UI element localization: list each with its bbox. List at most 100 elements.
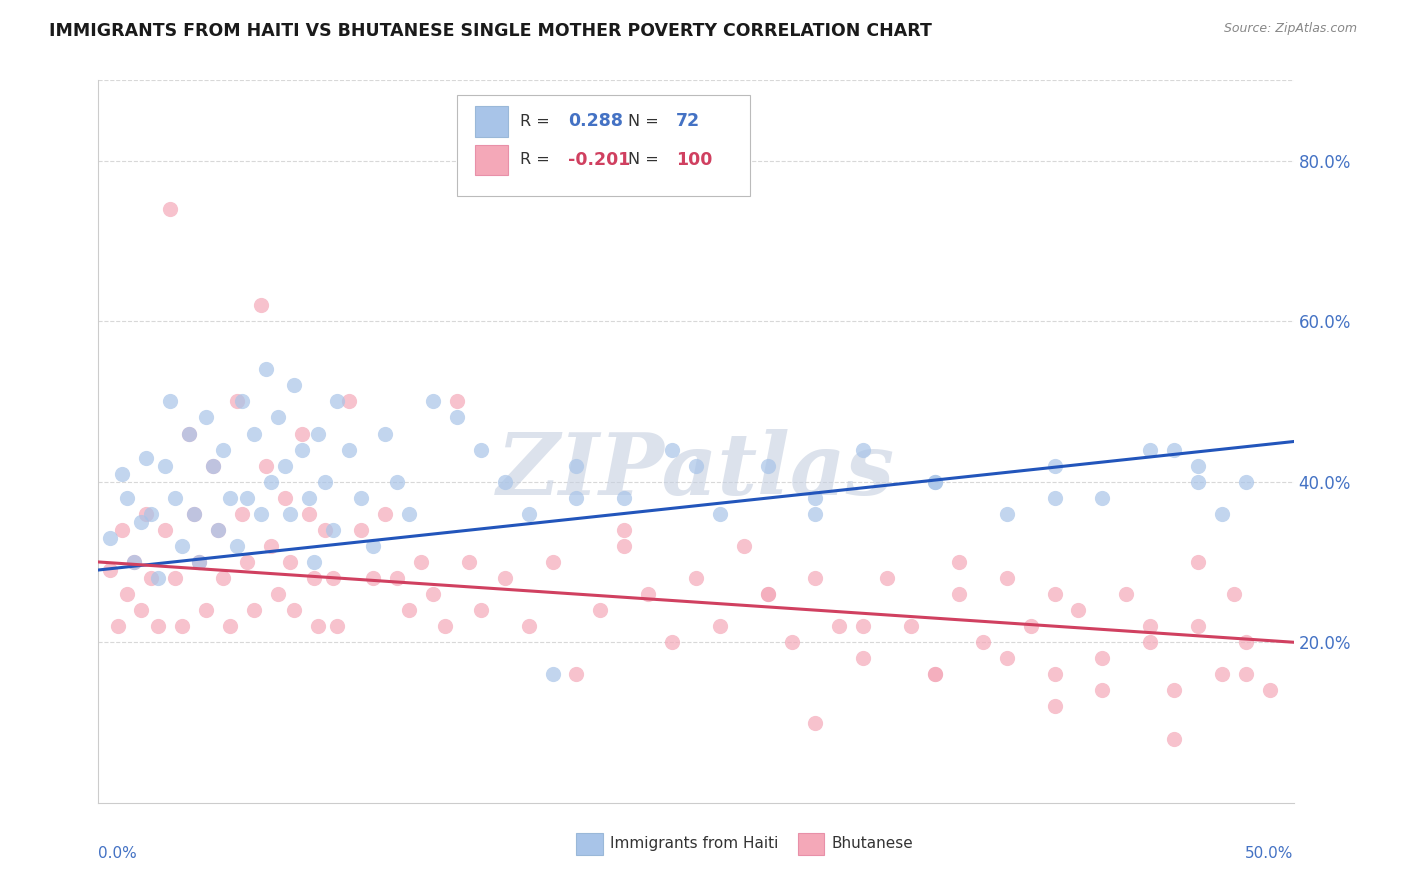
Point bbox=[1234, 475, 1257, 489]
Point bbox=[148, 619, 170, 633]
Point bbox=[589, 603, 612, 617]
Point bbox=[235, 491, 257, 505]
Point bbox=[1187, 619, 1209, 633]
Point bbox=[1043, 491, 1066, 505]
Point bbox=[565, 667, 588, 681]
Point bbox=[159, 202, 181, 216]
Point bbox=[155, 458, 177, 473]
Point bbox=[1163, 683, 1185, 698]
Point bbox=[219, 619, 242, 633]
Point bbox=[274, 458, 297, 473]
Point bbox=[298, 507, 321, 521]
Point bbox=[115, 491, 138, 505]
Point bbox=[1234, 635, 1257, 649]
Point bbox=[211, 442, 233, 457]
Point bbox=[202, 458, 225, 473]
Point bbox=[1091, 683, 1114, 698]
Point bbox=[422, 587, 444, 601]
Point bbox=[458, 555, 481, 569]
Point bbox=[350, 523, 373, 537]
FancyBboxPatch shape bbox=[797, 833, 824, 855]
Point bbox=[187, 555, 209, 569]
Point bbox=[98, 563, 122, 577]
Point bbox=[259, 475, 281, 489]
Point bbox=[250, 298, 273, 312]
Point bbox=[637, 587, 659, 601]
Point bbox=[226, 539, 249, 553]
Point bbox=[852, 442, 875, 457]
Point bbox=[804, 491, 827, 505]
Point bbox=[517, 507, 540, 521]
Point bbox=[1223, 587, 1246, 601]
Point bbox=[924, 475, 946, 489]
Point bbox=[1139, 442, 1161, 457]
Point bbox=[756, 458, 779, 473]
Point bbox=[235, 555, 257, 569]
Point bbox=[804, 715, 827, 730]
Point bbox=[1139, 635, 1161, 649]
Text: Immigrants from Haiti: Immigrants from Haiti bbox=[610, 837, 779, 852]
Point bbox=[1091, 491, 1114, 505]
Text: 50.0%: 50.0% bbox=[1246, 847, 1294, 861]
Text: IMMIGRANTS FROM HAITI VS BHUTANESE SINGLE MOTHER POVERTY CORRELATION CHART: IMMIGRANTS FROM HAITI VS BHUTANESE SINGL… bbox=[49, 22, 932, 40]
Point bbox=[374, 507, 396, 521]
Point bbox=[307, 619, 329, 633]
Point bbox=[876, 571, 898, 585]
Point bbox=[202, 458, 225, 473]
Point bbox=[1187, 458, 1209, 473]
Point bbox=[1187, 555, 1209, 569]
Point bbox=[972, 635, 994, 649]
Point bbox=[195, 603, 218, 617]
Point bbox=[211, 571, 233, 585]
Point bbox=[1234, 667, 1257, 681]
Point bbox=[385, 475, 409, 489]
Point bbox=[115, 587, 138, 601]
Point bbox=[207, 523, 229, 537]
Text: -0.201: -0.201 bbox=[568, 151, 630, 169]
Point bbox=[250, 507, 273, 521]
Point bbox=[1091, 651, 1114, 665]
Point bbox=[517, 619, 540, 633]
Point bbox=[315, 475, 337, 489]
Point bbox=[1163, 731, 1185, 746]
Point bbox=[661, 442, 683, 457]
Point bbox=[298, 491, 321, 505]
Point bbox=[302, 555, 325, 569]
Point bbox=[1211, 507, 1233, 521]
Point bbox=[163, 491, 186, 505]
Point bbox=[852, 619, 875, 633]
Point bbox=[179, 426, 201, 441]
Point bbox=[322, 523, 344, 537]
Point bbox=[434, 619, 457, 633]
Point bbox=[541, 667, 564, 681]
Point bbox=[924, 667, 946, 681]
Point bbox=[187, 555, 209, 569]
Point bbox=[155, 523, 177, 537]
FancyBboxPatch shape bbox=[475, 145, 509, 175]
Point bbox=[219, 491, 242, 505]
Point bbox=[339, 442, 361, 457]
Point bbox=[385, 571, 409, 585]
Point bbox=[470, 442, 492, 457]
Point bbox=[131, 515, 153, 529]
Point bbox=[1019, 619, 1042, 633]
Point bbox=[243, 603, 266, 617]
Point bbox=[446, 410, 468, 425]
Point bbox=[124, 555, 146, 569]
Point bbox=[226, 394, 249, 409]
Point bbox=[780, 635, 803, 649]
Point bbox=[231, 394, 253, 409]
Text: R =: R = bbox=[520, 153, 555, 168]
Point bbox=[1043, 699, 1066, 714]
Point bbox=[179, 426, 201, 441]
FancyBboxPatch shape bbox=[576, 833, 603, 855]
Point bbox=[291, 426, 314, 441]
Point bbox=[139, 507, 162, 521]
Point bbox=[852, 651, 875, 665]
Point bbox=[207, 523, 229, 537]
Point bbox=[565, 458, 588, 473]
Point bbox=[148, 571, 170, 585]
Text: 0.288: 0.288 bbox=[568, 112, 623, 130]
Point bbox=[828, 619, 851, 633]
Point bbox=[283, 378, 305, 392]
